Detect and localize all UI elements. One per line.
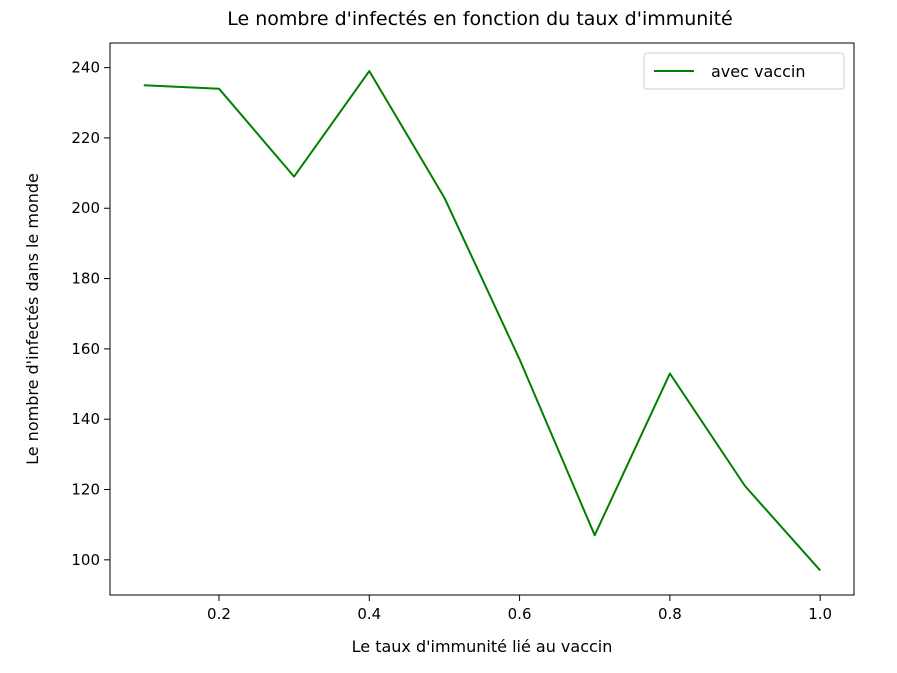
series-line-0 bbox=[143, 70, 821, 572]
y-axis-ticks: 100 120 140 160 180 200 220 240 bbox=[71, 59, 110, 569]
y-tick-label: 180 bbox=[71, 270, 100, 288]
x-tick-label: 0.4 bbox=[357, 605, 381, 623]
y-tick-label: 200 bbox=[71, 199, 100, 217]
y-tick-label: 160 bbox=[71, 340, 100, 358]
y-tick-label: 240 bbox=[71, 59, 100, 77]
y-axis-label: Le nombre d'infectés dans le monde bbox=[23, 173, 42, 465]
y-tick-label: 100 bbox=[71, 551, 100, 569]
legend-box bbox=[643, 52, 845, 90]
legend: avec vaccin bbox=[643, 52, 845, 90]
series-layer bbox=[143, 70, 821, 572]
y-tick-label: 220 bbox=[71, 129, 100, 147]
x-tick-label: 0.8 bbox=[658, 605, 682, 623]
plot-area-frame bbox=[109, 42, 855, 596]
x-tick-label: 0.6 bbox=[508, 605, 532, 623]
y-tick-label: 120 bbox=[71, 481, 100, 499]
x-tick-label: 0.2 bbox=[207, 605, 231, 623]
x-axis-label: Le taux d'immunité lié au vaccin bbox=[352, 637, 613, 656]
x-tick-label: 1.0 bbox=[808, 605, 832, 623]
chart-title: Le nombre d'infectés en fonction du taux… bbox=[227, 8, 733, 30]
x-axis-ticks: 0.2 0.4 0.6 0.8 1.0 bbox=[207, 595, 832, 623]
legend-label-avec-vaccin: avec vaccin bbox=[711, 62, 805, 81]
y-tick-label: 140 bbox=[71, 410, 100, 428]
